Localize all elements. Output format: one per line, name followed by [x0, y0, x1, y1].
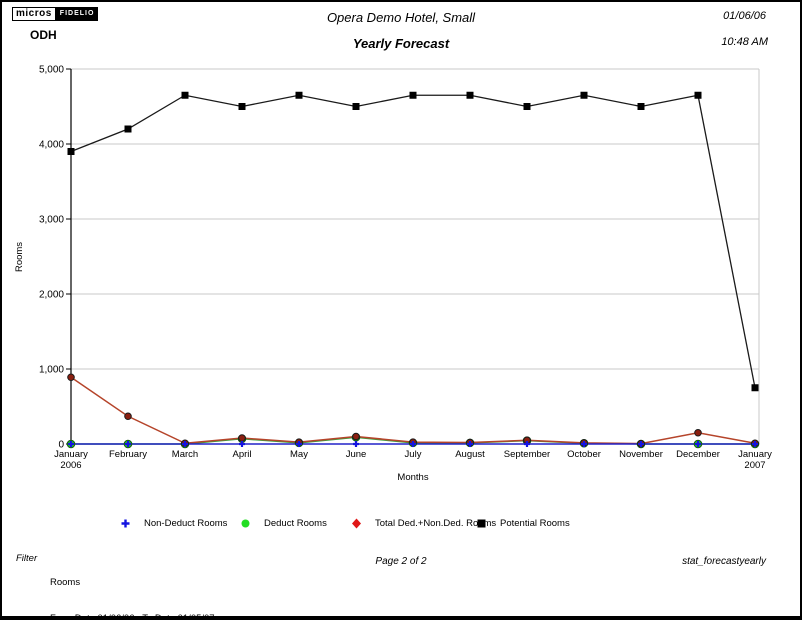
x-axis-label: February	[109, 449, 147, 460]
y-axis-label: 3,000	[39, 215, 64, 226]
marker-potential-rooms	[67, 148, 75, 155]
legend-item-non-deduct-rooms: Non-Deduct Rooms	[120, 514, 227, 532]
filter-criteria: Rooms From Date 01/06/06 To Date 01/05/0…	[50, 553, 215, 620]
marker-potential-rooms	[181, 91, 189, 99]
diamond-marker-icon	[352, 518, 361, 528]
page-number: Page 2 of 2	[375, 556, 427, 567]
legend-item-potential-rooms: Potential Rooms	[476, 514, 570, 532]
marker-potential-rooms	[694, 91, 702, 99]
marker-potential-rooms	[751, 384, 759, 392]
marker-non-deduct-rooms	[125, 441, 131, 447]
x-axis-label: March	[172, 449, 198, 460]
filter-line: Rooms	[50, 577, 81, 588]
marker-non-deduct-rooms	[581, 441, 587, 447]
marker-potential-rooms	[352, 103, 360, 110]
legend-label: Total Ded.+Non.Ded. Rooms	[375, 517, 497, 529]
legend-label: Non-Deduct Rooms	[144, 517, 228, 529]
legend-label: Potential Rooms	[500, 517, 570, 529]
report-date: 01/06/06	[723, 10, 766, 22]
chart-legend: Non-Deduct Rooms Deduct Rooms Total Ded.+N…	[2, 514, 800, 532]
marker-potential-rooms	[523, 103, 531, 110]
marker-non-deduct-rooms	[524, 441, 530, 447]
marker-non-deduct-rooms	[182, 441, 188, 447]
x-axis-label: July	[405, 449, 422, 460]
y-axis-label: 2,000	[39, 290, 64, 301]
x-axis-label: January	[54, 449, 88, 460]
marker-non-deduct-rooms	[68, 441, 74, 447]
marker-non-deduct-rooms	[467, 441, 473, 447]
marker-non-deduct-rooms	[239, 441, 245, 447]
circle-marker-icon	[241, 519, 250, 527]
y-axis-label: 4,000	[39, 140, 64, 151]
legend-item-total-ded-non-ded-rooms: Total Ded.+Non.Ded. Rooms	[351, 514, 496, 532]
filter-label: Filter	[16, 553, 38, 564]
x-axis-label: May	[290, 449, 308, 460]
x-axis-label: September	[504, 449, 550, 460]
marker-total-ded-non-ded-rooms	[352, 432, 360, 441]
x-axis-label: August	[455, 449, 485, 460]
legend-label: Deduct Rooms	[264, 517, 327, 529]
marker-potential-rooms	[580, 91, 588, 99]
x-axis-label-year: 2006	[60, 460, 81, 471]
marker-non-deduct-rooms	[296, 441, 302, 447]
square-marker-icon	[477, 519, 486, 527]
fidelio-logo-text: FIDELIO	[55, 7, 99, 21]
marker-potential-rooms	[637, 103, 645, 110]
legend-item-deduct-rooms: Deduct Rooms	[240, 514, 327, 532]
marker-non-deduct-rooms	[410, 441, 416, 447]
diamond-marker-shape	[352, 518, 361, 528]
filter-line: From Date 01/06/06 To Date 01/05/07	[50, 613, 215, 620]
x-axis-label: December	[676, 449, 720, 460]
square-marker-shape	[477, 519, 486, 527]
y-axis-title: Rooms	[14, 242, 25, 272]
x-axis-title: Months	[397, 472, 428, 483]
marker-total-ded-non-ded-rooms	[238, 434, 246, 442]
marker-potential-rooms	[295, 91, 303, 99]
report-title: Yearly Forecast	[352, 36, 450, 51]
y-axis-label: 0	[58, 440, 64, 451]
plus-marker-icon	[121, 519, 130, 527]
property-code: ODH	[30, 28, 57, 42]
marker-non-deduct-rooms	[695, 441, 701, 447]
marker-potential-rooms	[466, 91, 474, 99]
circle-marker-shape	[241, 519, 250, 527]
marker-total-ded-non-ded-rooms	[694, 428, 702, 437]
marker-non-deduct-rooms	[752, 441, 758, 447]
plus-marker-shape	[121, 519, 130, 527]
x-axis-label: November	[619, 449, 663, 460]
hotel-name: Opera Demo Hotel, Small	[326, 10, 476, 25]
report-file-name: stat_forecastyearly	[682, 556, 766, 567]
y-axis-label: 1,000	[39, 365, 64, 376]
marker-total-ded-non-ded-rooms	[67, 373, 75, 382]
marker-potential-rooms	[124, 125, 132, 133]
x-axis-label-year: 2007	[744, 460, 765, 471]
y-axis-label: 5,000	[39, 65, 64, 76]
forecast-chart: 0 1,000 2,000 3,000 4,000 5,000 January 2006 Feb…	[2, 2, 800, 502]
x-axis-label: October	[567, 449, 601, 460]
marker-potential-rooms	[409, 91, 417, 99]
marker-non-deduct-rooms	[638, 441, 644, 447]
series-line-potential-rooms	[70, 94, 756, 388]
micros-logo-text: micros	[12, 7, 56, 21]
marker-total-ded-non-ded-rooms	[124, 412, 132, 421]
series-line-total-ded-non-ded-rooms	[70, 376, 756, 445]
micros-fidelio-logo: micros FIDELIO	[12, 7, 99, 21]
forecast-chart-svg: 01,0002,0003,0004,0005,000January2006Feb…	[14, 65, 772, 484]
marker-non-deduct-rooms	[353, 441, 359, 447]
x-axis-label: April	[232, 449, 251, 460]
marker-potential-rooms	[238, 103, 246, 110]
x-axis-label: June	[346, 449, 367, 460]
x-axis-label: January	[738, 449, 772, 460]
report-time: 10:48 AM	[721, 36, 768, 48]
